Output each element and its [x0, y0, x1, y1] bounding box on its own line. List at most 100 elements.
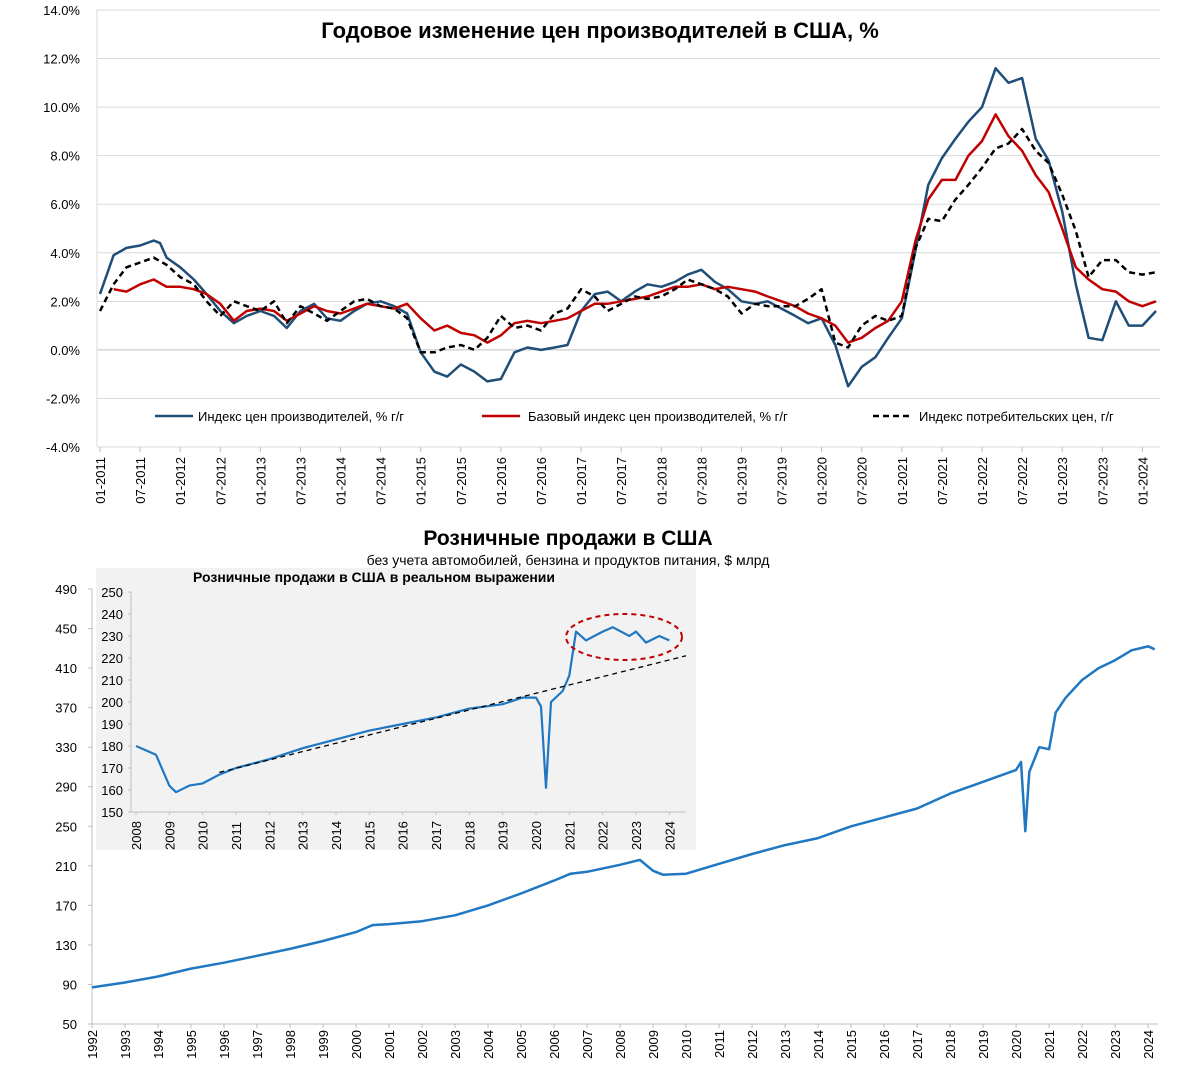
ppi-x-tick-label: 01-2019: [734, 457, 749, 505]
retail-y-tick-label: 50: [63, 1017, 77, 1032]
cpi-line: [98, 127, 1157, 354]
ppi-y-tick-label: -4.0%: [46, 440, 80, 455]
retail-x-tick-label: 2017: [910, 1030, 925, 1059]
inset-x-tick-label: 2010: [196, 821, 211, 850]
inset-y-tick-label: 160: [101, 783, 123, 798]
retail-x-tick-label: 1994: [151, 1030, 166, 1059]
ppi-x-tick-label: 01-2013: [253, 457, 268, 505]
inset-x-tick-label: 2024: [662, 821, 677, 850]
retail-y-tick-label: 250: [55, 819, 77, 834]
retail-x-tick-label: 1992: [85, 1030, 100, 1059]
ppi-y-tick-label: 2.0%: [50, 294, 80, 309]
retail-x-tick-label: 2005: [514, 1030, 529, 1059]
ppi-x-tick-label: 07-2014: [374, 457, 389, 505]
ppi-x-axis: 01-2011 07-2011 01-2012 07-2012 01-2013 07-20…: [93, 447, 1150, 505]
retail-x-tick-label: 2019: [976, 1030, 991, 1059]
inset-title: Розничные продажи в США в реальном выраж…: [193, 569, 555, 585]
retail-chart-subtitle: без учета автомобилей, бензина и продукт…: [367, 552, 770, 568]
ppi-y-tick-label: 14.0%: [43, 3, 80, 18]
inset-x-tick-label: 2017: [429, 821, 444, 850]
inset-x-tick-label: 2018: [462, 821, 477, 850]
ppi-gridlines: [96, 9, 1160, 448]
legend-label-cpi: Индекс потребительских цен, г/г: [919, 409, 1114, 424]
ppi-x-tick-label: 07-2012: [213, 457, 228, 505]
ppi-x-tick-label: 07-2017: [614, 457, 629, 505]
retail-x-tick-label: 1997: [250, 1030, 265, 1059]
retail-x-axis: 1992 1993 1994 1995 1996 1997 1998 1999 2000 2001…: [85, 1024, 1156, 1059]
inset-y-tick-label: 250: [101, 585, 123, 600]
retail-y-tick-label: 210: [55, 859, 77, 874]
retail-axes: [91, 589, 1158, 1025]
ppi-x-tick-label: 07-2015: [454, 457, 469, 505]
retail-series: [91, 645, 1156, 989]
ppi-x-tick-label: 01-2022: [975, 457, 990, 505]
inset-x-tick-label: 2013: [296, 821, 311, 850]
retail-x-tick-label: 2014: [811, 1030, 826, 1059]
inset-x-tick-label: 2014: [329, 821, 344, 850]
ppi-x-tick-label: 01-2023: [1055, 457, 1070, 505]
inset-x-tick-label: 2019: [496, 821, 511, 850]
retail-x-tick-label: 2020: [1009, 1030, 1024, 1059]
retail-x-tick-label: 1999: [316, 1030, 331, 1059]
retail-chart-title: Розничные продажи в США: [423, 527, 712, 550]
ppi-x-tick-label: 01-2011: [93, 457, 108, 504]
retail-x-tick-label: 2013: [778, 1030, 793, 1059]
retail-x-tick-label: 2007: [580, 1030, 595, 1059]
inset-y-tick-label: 200: [101, 695, 123, 710]
ppi-y-tick-label: 12.0%: [43, 52, 80, 67]
inset-background: [96, 568, 696, 850]
inset-x-tick-label: 2016: [396, 821, 411, 850]
retail-y-tick-label: 450: [55, 622, 77, 637]
inset-x-tick-label: 2009: [162, 821, 177, 850]
ppi-y-tick-label: -2.0%: [46, 391, 80, 406]
inset-y-tick-label: 180: [101, 739, 123, 754]
ppi-x-tick-label: 01-2020: [815, 457, 830, 505]
retail-x-tick-label: 2015: [844, 1030, 859, 1059]
ppi-x-tick-label: 01-2015: [414, 457, 429, 505]
retail-x-tick-label: 2012: [745, 1030, 760, 1059]
retail-x-tick-label: 2018: [943, 1030, 958, 1059]
retail-x-tick-label: 2004: [481, 1030, 496, 1059]
legend-label-core-ppi: Базовый индекс цен производителей, % г/г: [528, 409, 788, 424]
retail-x-tick-label: 1996: [217, 1030, 232, 1059]
ppi-chart-title: Годовое изменение цен производителей в С…: [321, 18, 879, 43]
inset-series: [135, 626, 687, 794]
inset-x-tick-label: 2021: [562, 821, 577, 850]
retail-x-tick-label: 2023: [1108, 1030, 1123, 1059]
ppi-y-tick-label: 4.0%: [50, 246, 80, 261]
retail-x-tick-label: 1993: [118, 1030, 133, 1059]
ppi-y-tick-label: 0.0%: [50, 343, 80, 358]
inset-y-axis: 150 160 170 180 190 200 210 220 230 240 250: [101, 585, 131, 820]
inset-x-axis: 2008 2009 2010 2011 2012 2013 2014 2015 2016 2017…: [129, 812, 677, 850]
retail-x-tick-label: 2011: [712, 1030, 727, 1058]
inset-highlight-ellipse: [565, 613, 683, 661]
retail-y-tick-label: 370: [55, 701, 77, 716]
ppi-x-tick-label: 07-2018: [694, 457, 709, 505]
inset-y-tick-label: 150: [101, 805, 123, 820]
inset-x-tick-label: 2008: [129, 821, 144, 850]
ppi-y-tick-label: 10.0%: [43, 100, 80, 115]
retail-y-tick-label: 130: [55, 938, 77, 953]
ppi-x-tick-label: 07-2020: [855, 457, 870, 505]
retail-x-tick-label: 2003: [448, 1030, 463, 1059]
retail-sales-line: [91, 645, 1156, 989]
core-ppi-line: [113, 113, 1157, 344]
retail-y-tick-label: 410: [55, 661, 77, 676]
ppi-y-tick-label: 8.0%: [50, 149, 80, 164]
retail-y-tick-label: 90: [63, 977, 77, 992]
inset-y-tick-label: 190: [101, 717, 123, 732]
ppi-x-tick-label: 01-2017: [574, 457, 589, 505]
retail-x-tick-label: 2010: [679, 1030, 694, 1059]
inset-y-tick-label: 210: [101, 673, 123, 688]
retail-y-tick-label: 330: [55, 740, 77, 755]
retail-y-tick-label: 170: [55, 898, 77, 913]
ppi-x-tick-label: 01-2024: [1135, 457, 1150, 505]
retail-x-tick-label: 2002: [415, 1030, 430, 1059]
ppi-x-tick-label: 07-2021: [935, 457, 950, 505]
inset-y-tick-label: 230: [101, 629, 123, 644]
ppi-legend: Индекс цен производителей, % г/г Базовый…: [155, 409, 1114, 424]
retail-x-tick-label: 2001: [382, 1030, 397, 1059]
inset-y-tick-label: 240: [101, 607, 123, 622]
ppi-series: [98, 67, 1157, 388]
